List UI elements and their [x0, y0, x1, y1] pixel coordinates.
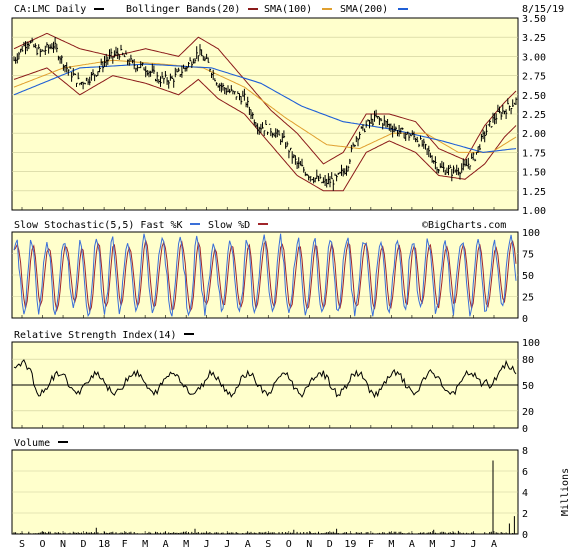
rsi-line	[13, 359, 517, 399]
x-tick-label: O	[286, 539, 292, 550]
x-tick-label: 19	[344, 539, 356, 550]
x-tick-label: S	[19, 539, 25, 550]
x-tick-label: 18	[98, 539, 110, 550]
price-y-tick: 3.00	[522, 52, 546, 63]
stochastic-label: Slow Stochastic(5,5) Fast %K	[14, 220, 183, 231]
chart-date: 8/15/19	[522, 4, 564, 15]
x-tick-label: O	[40, 539, 46, 550]
price-y-tick: 3.25	[522, 33, 546, 44]
x-tick-label: D	[327, 539, 333, 550]
x-tick-label: J	[204, 539, 210, 550]
bollinger-lower	[13, 67, 517, 192]
volume-y-tick: 8	[522, 446, 528, 457]
sma200-line	[13, 63, 517, 153]
x-tick-label: N	[60, 539, 66, 550]
x-tick-label: S	[265, 539, 271, 550]
x-tick-label: A	[245, 539, 251, 550]
volume-units-label: Millions	[560, 468, 571, 516]
symbol-label: CA:LMC Daily	[14, 4, 86, 15]
x-tick-label: A	[409, 539, 415, 550]
x-tick-label: N	[306, 539, 312, 550]
rsi-y-tick: 0	[522, 424, 528, 435]
stochastic-y-tick: 100	[522, 228, 540, 239]
stochastic-y-tick: 25	[522, 293, 534, 304]
x-tick-label: J	[470, 539, 476, 550]
slow-d-label: Slow %D	[208, 220, 250, 231]
bollinger-upper	[13, 32, 517, 165]
rsi-panel: 100 80 50 20 0 Relative Strength Index(14)	[11, 330, 540, 435]
volume-y-tick: 6	[522, 467, 528, 478]
sma100-line	[13, 59, 517, 153]
volume-bars	[13, 460, 517, 534]
x-tick-label: M	[388, 539, 394, 550]
rsi-label: Relative Strength Index(14)	[14, 330, 177, 341]
price-y-tick: 1.00	[522, 206, 546, 217]
volume-panel: 8 6 4 2 0 Volume Millions	[11, 438, 571, 541]
bollinger-label: Bollinger Bands(20)	[126, 4, 240, 15]
x-tick-label: M	[429, 539, 435, 550]
x-tick-label: F	[122, 539, 128, 550]
rsi-y-tick: 20	[522, 407, 534, 418]
price-y-tick: 1.50	[522, 168, 546, 179]
volume-y-tick: 0	[522, 530, 528, 541]
stochastic-y-tick: 75	[522, 250, 534, 261]
x-tick-label: A	[491, 539, 497, 550]
x-tick-label: M	[142, 539, 148, 550]
x-tick-label: F	[368, 539, 374, 550]
volume-label: Volume	[14, 438, 50, 449]
x-tick-label: D	[81, 539, 87, 550]
x-axis-labels: S O N D 18 F M A M J J A S O N D 19 F M A M J J A	[19, 207, 497, 550]
stochastic-y-tick: 0	[522, 314, 528, 325]
price-y-tick: 1.75	[522, 148, 546, 159]
price-y-tick: 2.75	[522, 72, 546, 83]
sma200-label: SMA(200)	[340, 4, 388, 15]
rsi-y-tick: 50	[522, 381, 534, 392]
price-y-tick: 2.00	[522, 129, 546, 140]
x-tick-label: A	[163, 539, 169, 550]
fast-k-line	[13, 233, 517, 318]
price-y-tick: 2.50	[522, 91, 546, 102]
price-y-tick: 3.50	[522, 14, 546, 25]
rsi-y-tick: 100	[522, 338, 540, 349]
price-y-tick: 1.25	[522, 187, 546, 198]
x-tick-label: M	[183, 539, 189, 550]
price-panel: 3.50 3.25 3.00 2.75 2.50 2.25 2.00 1.75 1.50 1.25…	[11, 4, 564, 217]
rsi-y-tick: 80	[522, 355, 534, 366]
volume-y-tick: 2	[522, 509, 528, 520]
sma100-label: SMA(100)	[264, 4, 312, 15]
stochastic-y-tick: 50	[522, 271, 534, 282]
price-y-tick: 2.25	[522, 110, 546, 121]
price-bars	[13, 37, 518, 191]
watermark: ©BigCharts.com	[422, 220, 506, 231]
x-tick-label: J	[224, 539, 230, 550]
x-tick-label: J	[450, 539, 456, 550]
volume-y-tick: 4	[522, 488, 528, 499]
